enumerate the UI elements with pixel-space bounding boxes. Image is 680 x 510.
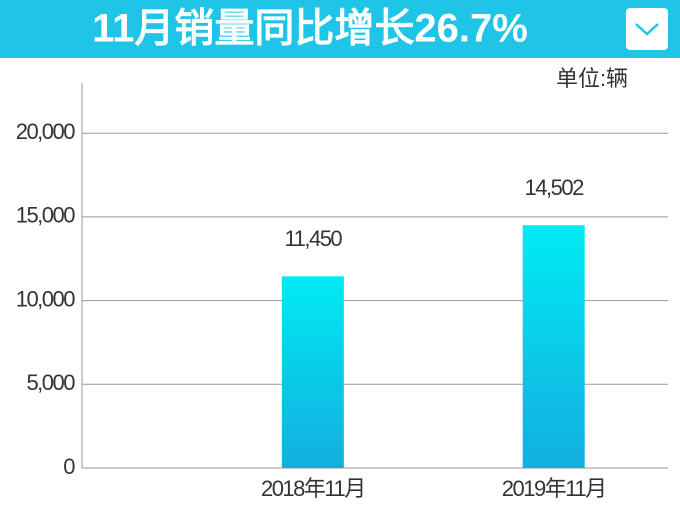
value-label: 11,450 (285, 226, 343, 251)
x-tick-label: 2018年11月 (261, 476, 365, 501)
value-label: 14,502 (525, 175, 585, 200)
y-tick-label: 20,000 (16, 119, 76, 144)
y-tick-label: 5,000 (26, 370, 75, 395)
dropdown-icon[interactable] (626, 8, 668, 50)
y-tick-label: 10,000 (16, 286, 76, 311)
title-banner (0, 0, 680, 58)
x-tick-label: 2019年11月 (502, 476, 606, 501)
unit-label: 单位:辆 (556, 66, 628, 91)
y-tick-label: 15,000 (16, 203, 76, 228)
bar (281, 276, 344, 468)
chart-title: 11月销量同比增长26.7% (92, 7, 528, 51)
y-tick-label: 0 (63, 454, 75, 479)
bar (522, 225, 585, 468)
